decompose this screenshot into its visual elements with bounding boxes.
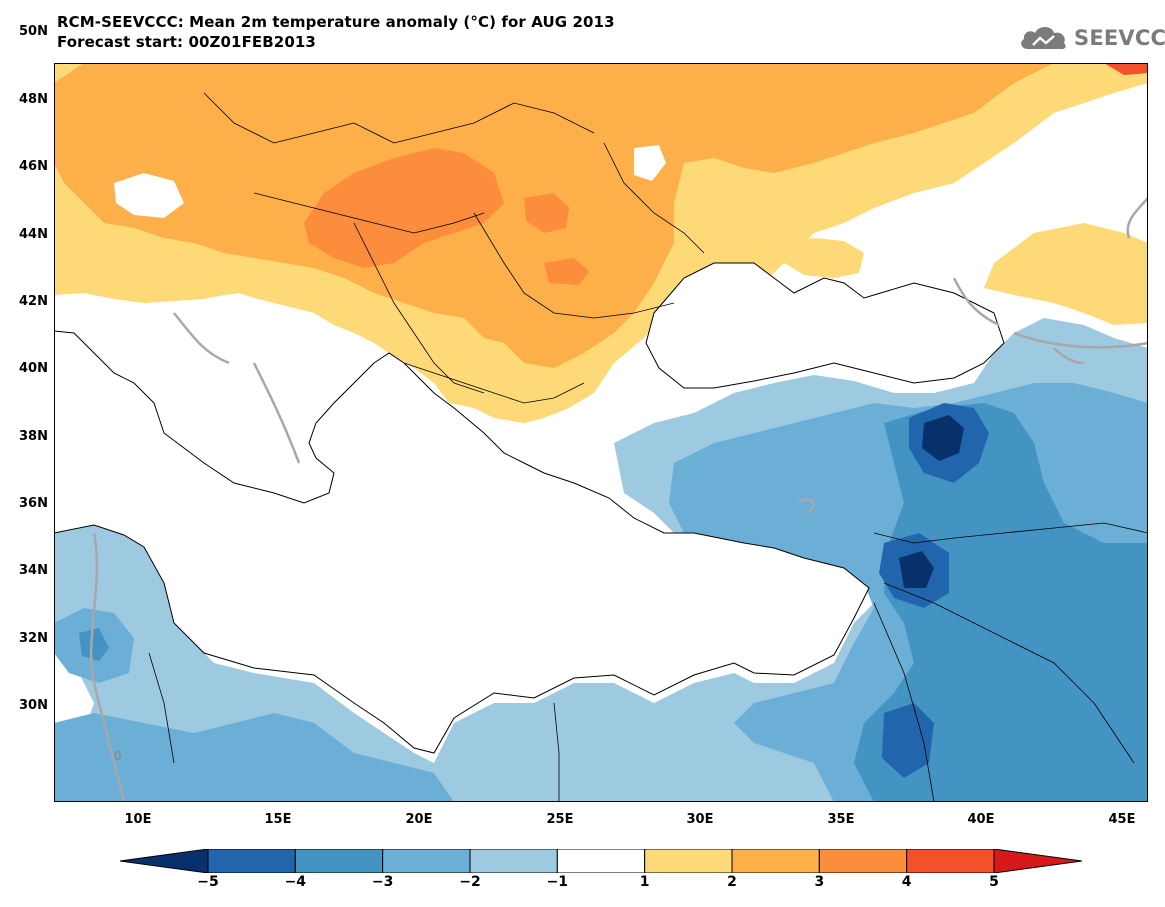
- colorbar-label: −4: [284, 874, 307, 890]
- y-tick-label: 40N: [19, 361, 48, 376]
- anomaly-area-plus1-east: [984, 223, 1148, 325]
- colorbar-min-triangle: [120, 849, 209, 873]
- colorbar-segment: [731, 849, 820, 873]
- map-canvas: 0: [54, 63, 1148, 802]
- colorbar-label: 3: [814, 874, 825, 890]
- y-tick-label: 42N: [19, 294, 48, 309]
- neutral-patch-alps: [114, 173, 184, 218]
- colorbar-label: −2: [459, 874, 481, 890]
- colorbar-label: 4: [901, 874, 912, 890]
- colorbar-segment: [644, 849, 733, 873]
- zero-contours: [89, 197, 1148, 802]
- temperature-anomaly-map: 0: [54, 63, 1148, 802]
- neutral-patch-ukraine: [634, 145, 666, 181]
- anomaly-area-minus3: [854, 403, 1148, 802]
- y-tick-label: 50N: [19, 24, 48, 39]
- x-tick-label: 40E: [967, 812, 995, 827]
- anomaly-area-minus3-tunisia: [79, 628, 109, 661]
- y-tick-label: 48N: [19, 92, 48, 107]
- country-borders: [148, 92, 1148, 802]
- colorbar-label: −3: [371, 874, 394, 890]
- colorbar-label: 5: [989, 874, 999, 890]
- colorbar-segment: [556, 849, 646, 873]
- colorbar: [120, 849, 1082, 873]
- y-tick-label: 30N: [19, 698, 48, 713]
- x-tick-label: 30E: [686, 812, 714, 827]
- anomaly-area-plus4-ne: [1104, 63, 1148, 75]
- mediterranean-sea: [54, 330, 870, 754]
- anomaly-area-minus4-saudi: [882, 703, 934, 778]
- colorbar-segment: [469, 849, 558, 873]
- colorbar-label: 1: [639, 874, 650, 890]
- logo-text: SEEVCCC: [1074, 26, 1165, 50]
- anomaly-area-plus3c: [544, 258, 589, 285]
- anomaly-area-plus3: [304, 148, 504, 268]
- x-tick-label: 35E: [827, 812, 855, 827]
- anomaly-area-minus2-africa: [54, 713, 454, 802]
- x-tick-label: 45E: [1108, 812, 1136, 827]
- y-tick-label: 46N: [19, 159, 48, 174]
- zero-contour-label: 0: [114, 749, 122, 763]
- seevccc-logo: SEEVCCC: [1018, 22, 1165, 54]
- anomaly-area-minus5-syria: [899, 551, 934, 588]
- anomaly-area-minus5-anatolia: [922, 415, 964, 461]
- title-line-1: RCM-SEEVCCC: Mean 2m temperature anomaly…: [57, 13, 615, 31]
- y-tick-label: 38N: [19, 429, 48, 444]
- y-tick-label: 32N: [19, 631, 48, 646]
- x-tick-label: 10E: [124, 812, 152, 827]
- y-tick-label: 44N: [19, 227, 48, 242]
- colorbar-max-triangle: [993, 849, 1082, 873]
- x-tick-label: 20E: [405, 812, 433, 827]
- x-tick-label: 15E: [264, 812, 292, 827]
- chart-title: RCM-SEEVCCC: Mean 2m temperature anomaly…: [57, 12, 615, 52]
- colorbar-segment: [207, 849, 296, 873]
- cloud-logo-icon: [1021, 27, 1066, 50]
- x-tick-label: 25E: [546, 812, 574, 827]
- colorbar-segment: [818, 849, 908, 873]
- colorbar-label: −1: [546, 874, 569, 890]
- colorbar-segment: [294, 849, 384, 873]
- colorbar-label: −5: [197, 874, 219, 890]
- anomaly-area-plus1-crimea: [774, 238, 864, 278]
- y-tick-label: 36N: [19, 496, 48, 511]
- title-line-2: Forecast start: 00Z01FEB2013: [57, 33, 316, 51]
- colorbar-segment: [382, 849, 471, 873]
- y-tick-label: 34N: [19, 563, 48, 578]
- colorbar-segment: [906, 849, 995, 873]
- black-sea: [645, 262, 1005, 389]
- colorbar-label: 2: [727, 874, 737, 890]
- anomaly-area-plus3b: [524, 193, 569, 233]
